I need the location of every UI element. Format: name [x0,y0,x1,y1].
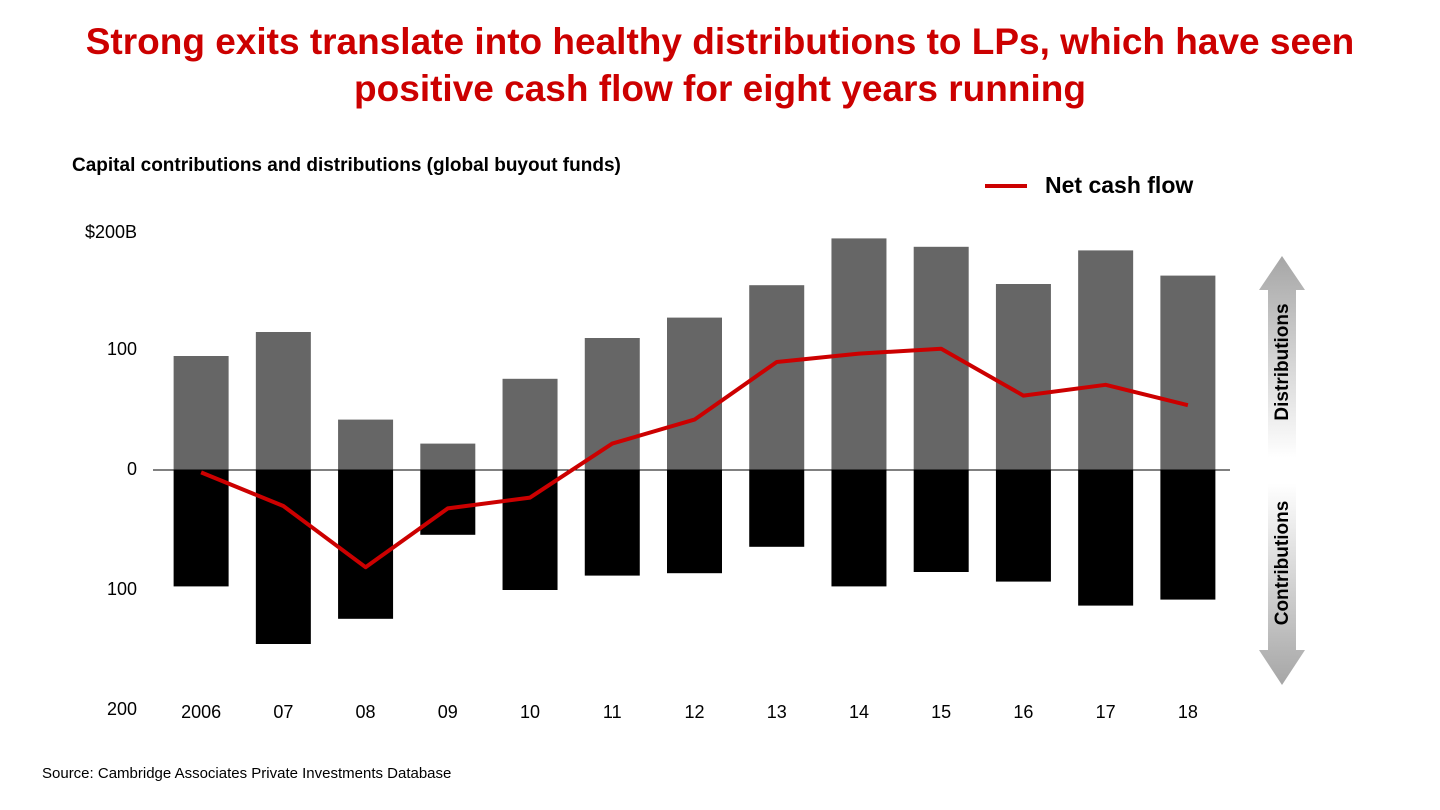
x-tick-label: 07 [273,702,293,722]
legend-label: Net cash flow [1045,172,1193,198]
x-tick-label: 10 [520,702,540,722]
direction-arrow [1259,256,1305,685]
bar [667,317,722,470]
bar [831,470,887,587]
bar [502,378,558,470]
x-tick-label: 18 [1178,702,1198,722]
x-tick-label: 16 [1013,702,1033,722]
x-tick-label: 13 [767,702,787,722]
bar [749,285,805,470]
x-tick-label: 11 [603,702,622,722]
bar [749,470,805,547]
x-tick-label: 2006 [181,702,221,722]
bar [1078,470,1134,606]
x-tick-label: 08 [356,702,376,722]
y-tick-label: 0 [127,459,137,479]
bar [584,470,640,576]
bar [995,470,1051,582]
y-tick-label: 200 [107,699,137,719]
x-tick-label: 14 [849,702,869,722]
x-tick-label: 12 [684,702,704,722]
chart-title: Strong exits translate into healthy dist… [85,21,1355,109]
net-cash-flow-line [200,346,1189,570]
source-note: Source: Cambridge Associates Private Inv… [42,765,451,782]
y-tick-label: 100 [107,339,137,359]
bar [338,470,394,619]
y-tick-label: $200B [85,222,137,242]
bar [173,356,229,470]
bar [1078,250,1134,470]
y-tick-label: 100 [107,579,137,599]
bar [420,443,476,470]
bar [584,338,640,470]
bar [667,470,722,574]
bar [420,470,476,535]
x-tick-label: 15 [931,702,951,722]
bar [173,470,229,587]
bar [913,470,969,572]
bar [995,284,1051,470]
bar [1160,275,1216,470]
distributions-label: Distributions [1272,303,1293,420]
bar [502,470,558,590]
bar [338,419,394,470]
bar [1160,470,1216,600]
x-tick-label: 17 [1096,702,1116,722]
x-tick-label: 09 [438,702,458,722]
bar [255,332,311,470]
contributions-label: Contributions [1272,501,1293,626]
chart-subtitle: Capital contributions and distributions … [72,155,621,176]
